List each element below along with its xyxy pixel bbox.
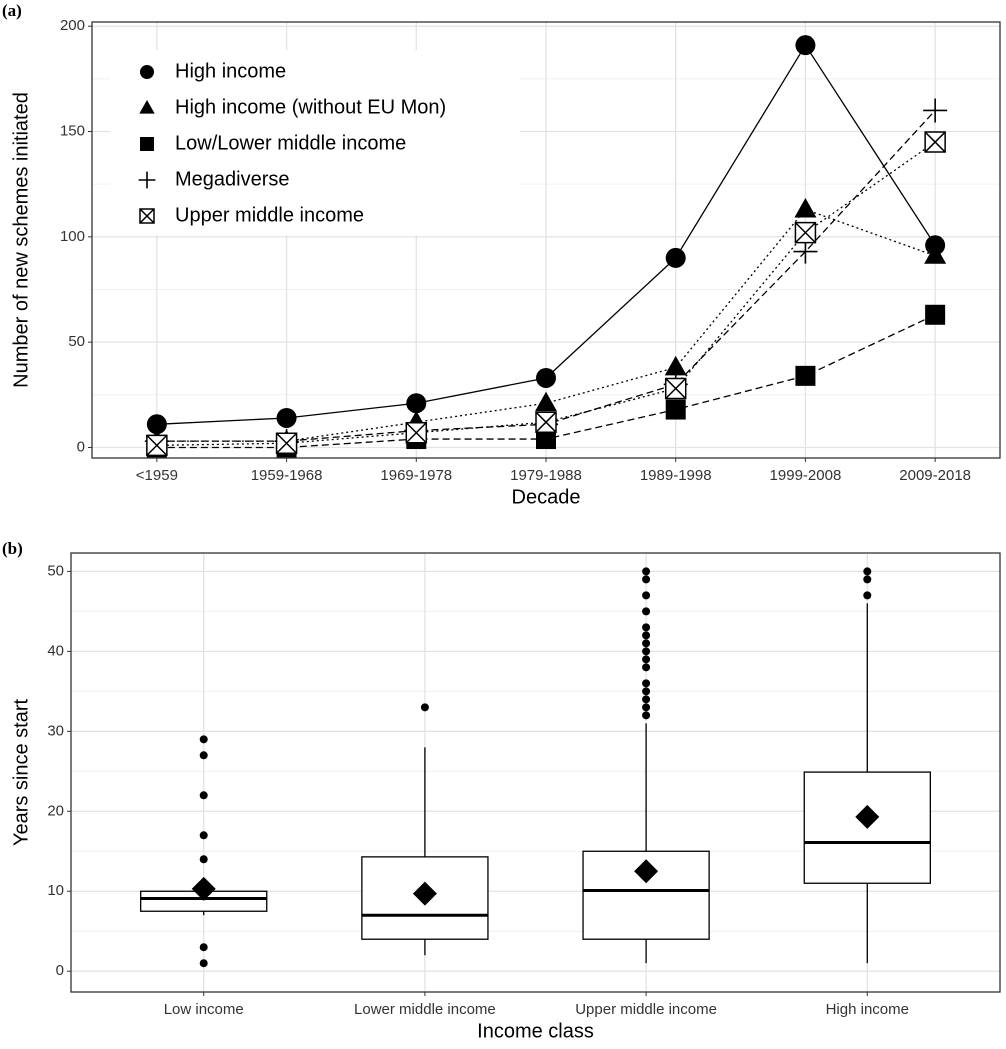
outlier [642,679,651,688]
y-tick-label: 150 [60,122,85,139]
legend-label: Low/Lower middle income [175,132,406,154]
x-axis-title: Decade [512,486,581,508]
legend-label: High income (without EU Mon) [175,96,446,118]
outlier [642,575,651,584]
outlier [642,639,651,648]
x-tick-label: Lower middle income [354,1001,496,1018]
data-point [535,411,557,433]
y-tick-label: 0 [77,438,85,455]
panel-label: (a) [2,1,22,20]
data-point [795,35,816,56]
data-point [536,429,556,450]
outlier [642,703,651,712]
outlier [642,687,651,696]
outlier [863,567,872,576]
outlier [642,591,651,600]
y-tick-label: 200 [60,17,85,34]
data-point [923,98,948,123]
data-point [794,221,817,244]
data-point [924,131,946,153]
y-tick-label: 20 [47,802,64,819]
legend-label: Upper middle income [175,204,364,226]
outlier [199,855,208,864]
data-point [146,414,167,435]
x-tick-label: 1959-1968 [251,467,323,484]
legend-marker [138,171,156,189]
x-tick-label: High income [826,1001,909,1018]
data-point [536,367,556,388]
legend-box [110,50,520,235]
data-point [535,391,557,412]
outlier [863,575,872,584]
legend-marker [140,137,154,151]
legend-marker [139,99,155,114]
y-tick-label: 30 [47,722,64,739]
x-tick-label: Low income [164,1001,244,1018]
outlier [642,607,651,616]
outlier [199,943,208,952]
outlier [199,751,208,760]
outlier [199,735,208,744]
outlier [420,703,429,712]
mean [634,859,659,884]
mean [191,876,216,901]
outlier [642,695,651,704]
outlier [642,567,651,576]
y-tick-label: 0 [56,962,64,979]
mean [855,804,880,829]
x-tick-label: 2009-2018 [899,467,971,484]
panel-label: (b) [2,539,23,558]
data-point [275,432,298,455]
legend-marker [140,65,154,79]
x-tick-label: 1989-1998 [640,467,712,484]
x-tick-label: 1969-1978 [380,467,452,484]
y-axis-title: Number of new schemes initiated [10,92,32,388]
data-point [664,377,687,400]
outlier [199,831,208,840]
data-point [793,239,818,264]
outlier [199,959,208,968]
y-tick-label: 100 [60,228,85,245]
outlier [642,647,651,656]
data-point [405,421,428,444]
data-point [665,399,686,420]
plot-frame [91,21,1001,459]
x-tick-label: <1959 [136,467,178,484]
x-tick-label: 1999-2008 [770,467,842,484]
legend-marker [139,208,155,224]
data-point [664,355,687,376]
x-axis-title: Income class [477,1020,594,1042]
plot-frame [70,552,1001,993]
data-point [925,304,946,325]
data-point [924,244,947,264]
legend-label: Megadiverse [175,168,290,190]
outlier [863,591,872,600]
outlier [199,791,208,800]
legend-label: High income [175,60,286,82]
outlier [642,663,651,672]
data-point [276,407,297,428]
y-axis-title: Years since start [10,699,32,847]
y-tick-label: 50 [68,333,85,350]
y-tick-label: 40 [47,642,64,659]
x-tick-label: 1979-1988 [510,467,582,484]
data-point [794,197,817,218]
outlier [642,655,651,664]
outlier [642,631,651,640]
y-tick-label: 10 [47,882,64,899]
data-point [795,365,816,386]
outlier [642,711,651,720]
mean [412,881,437,906]
data-point [665,247,686,268]
data-point [406,393,427,414]
data-point [146,434,168,457]
outlier [642,623,651,632]
x-tick-label: Upper middle income [575,1001,717,1018]
y-tick-label: 50 [47,562,64,579]
